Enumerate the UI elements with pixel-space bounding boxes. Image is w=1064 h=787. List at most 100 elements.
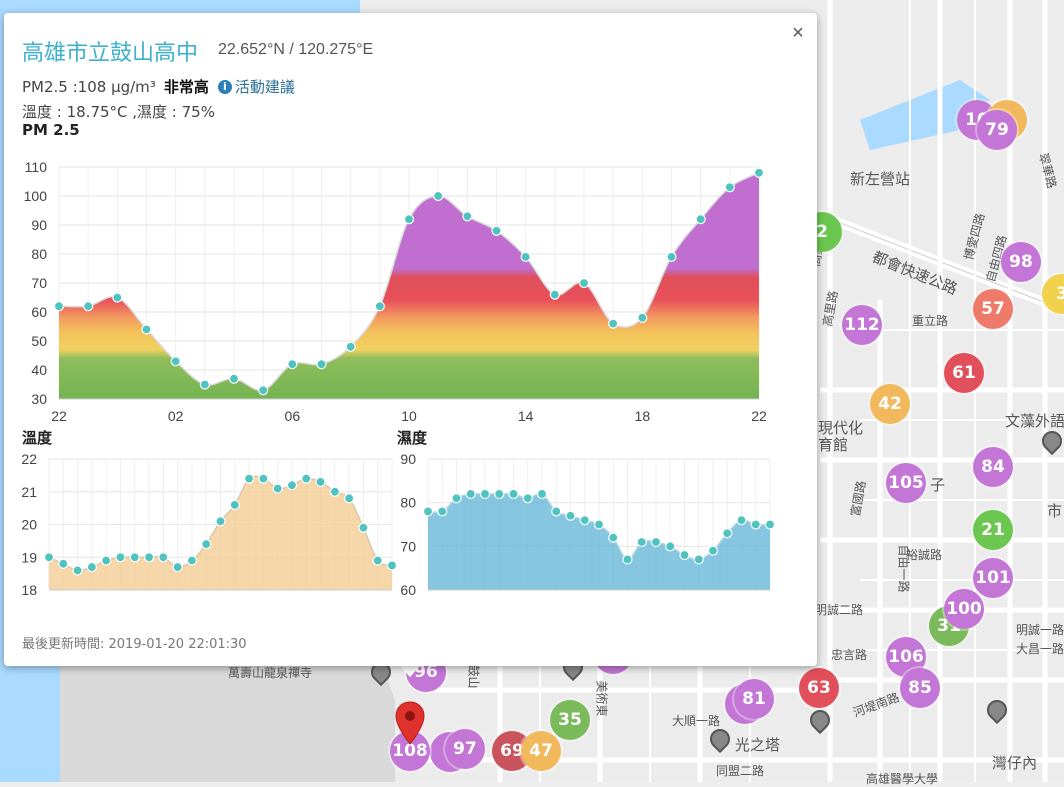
data-point[interactable]	[565, 510, 576, 521]
data-point[interactable]	[437, 506, 448, 517]
data-point[interactable]	[286, 480, 298, 491]
data-point[interactable]	[522, 493, 533, 504]
close-button[interactable]: ×	[792, 22, 804, 44]
data-point[interactable]	[386, 560, 398, 571]
data-point[interactable]	[86, 561, 97, 573]
data-point[interactable]	[115, 552, 126, 563]
data-point[interactable]	[228, 373, 240, 384]
data-point[interactable]	[451, 493, 462, 504]
station-marker[interactable]: 63	[799, 668, 839, 708]
data-point[interactable]	[764, 519, 776, 530]
data-point[interactable]	[199, 379, 210, 390]
data-point[interactable]	[593, 519, 605, 530]
data-point[interactable]	[53, 301, 65, 312]
data-point[interactable]	[172, 561, 183, 573]
data-point[interactable]	[315, 476, 326, 488]
data-point[interactable]	[372, 555, 383, 566]
station-marker[interactable]: 42	[870, 384, 910, 424]
data-point[interactable]	[479, 488, 491, 500]
data-point[interactable]	[665, 541, 676, 552]
data-point[interactable]	[358, 522, 369, 533]
station-marker[interactable]: 57	[973, 289, 1013, 329]
data-point[interactable]	[58, 558, 69, 569]
station-marker[interactable]: 21	[973, 510, 1013, 550]
data-point[interactable]	[229, 499, 240, 510]
data-point[interactable]	[491, 225, 502, 236]
data-point[interactable]	[608, 318, 619, 329]
station-marker[interactable]: 85	[900, 668, 940, 708]
data-point[interactable]	[494, 488, 505, 500]
data-point[interactable]	[215, 516, 226, 527]
data-point[interactable]	[141, 324, 152, 335]
data-point[interactable]	[462, 211, 473, 222]
data-point[interactable]	[272, 483, 283, 494]
data-point[interactable]	[287, 359, 298, 370]
station-marker[interactable]: 105	[886, 463, 926, 503]
data-point[interactable]	[101, 555, 112, 566]
station-marker[interactable]: 81	[734, 679, 774, 719]
station-marker[interactable]: 79	[977, 110, 1017, 150]
data-point[interactable]	[201, 539, 212, 550]
y-tick-label: 40	[31, 362, 47, 378]
data-point[interactable]	[112, 292, 123, 303]
data-point[interactable]	[465, 488, 476, 500]
info-icon[interactable]: i	[217, 79, 232, 94]
data-point[interactable]	[43, 552, 55, 563]
data-point[interactable]	[536, 488, 548, 500]
station-marker[interactable]: 47	[521, 731, 561, 771]
data-point[interactable]	[579, 515, 590, 526]
data-point[interactable]	[129, 552, 140, 563]
data-point[interactable]	[374, 301, 385, 312]
data-point[interactable]	[316, 359, 327, 370]
data-point[interactable]	[170, 356, 181, 367]
station-marker[interactable]: 3	[1042, 274, 1064, 314]
data-point[interactable]	[650, 536, 662, 548]
data-point[interactable]	[186, 555, 198, 566]
station-marker[interactable]: 61	[944, 353, 984, 393]
data-point[interactable]	[143, 552, 155, 563]
data-point[interactable]	[636, 536, 647, 548]
data-point[interactable]	[508, 488, 519, 500]
data-point[interactable]	[679, 549, 690, 561]
data-point[interactable]	[578, 277, 590, 289]
data-point[interactable]	[83, 301, 94, 312]
data-point[interactable]	[344, 493, 355, 504]
station-marker[interactable]: 84	[973, 447, 1013, 487]
data-point[interactable]	[329, 486, 340, 497]
data-point[interactable]	[403, 214, 415, 225]
data-point[interactable]	[750, 519, 761, 530]
data-point[interactable]	[345, 341, 356, 352]
data-point[interactable]	[693, 554, 704, 565]
humidity-chart-title: 濕度	[397, 429, 428, 447]
data-point[interactable]	[707, 545, 719, 556]
data-point[interactable]	[258, 473, 269, 484]
data-point[interactable]	[608, 532, 619, 543]
data-point[interactable]	[433, 190, 444, 202]
data-point[interactable]	[736, 515, 747, 526]
data-point[interactable]	[243, 473, 255, 484]
data-point[interactable]	[422, 506, 434, 517]
data-point[interactable]	[301, 473, 312, 484]
data-point[interactable]	[72, 565, 83, 576]
data-point[interactable]	[622, 554, 633, 565]
data-point[interactable]	[551, 506, 562, 517]
data-point[interactable]	[666, 251, 677, 263]
activity-advice-link[interactable]: 活動建議	[234, 78, 295, 96]
station-marker[interactable]: 101	[973, 558, 1013, 598]
selected-location-pin-icon[interactable]	[394, 701, 426, 745]
station-marker[interactable]: 106	[886, 637, 926, 677]
data-point[interactable]	[695, 214, 706, 225]
data-point[interactable]	[753, 167, 765, 178]
data-point[interactable]	[520, 251, 531, 263]
station-marker[interactable]: 97	[445, 729, 485, 769]
station-marker[interactable]: 100	[944, 589, 984, 629]
data-point[interactable]	[258, 385, 269, 396]
data-point[interactable]	[637, 312, 648, 323]
data-point[interactable]	[722, 528, 733, 539]
data-point[interactable]	[724, 182, 735, 193]
data-point[interactable]	[158, 552, 169, 563]
station-marker[interactable]: 98	[1001, 242, 1041, 282]
data-point[interactable]	[549, 289, 560, 300]
station-marker[interactable]: 112	[842, 305, 882, 345]
station-marker[interactable]: 35	[550, 700, 590, 740]
